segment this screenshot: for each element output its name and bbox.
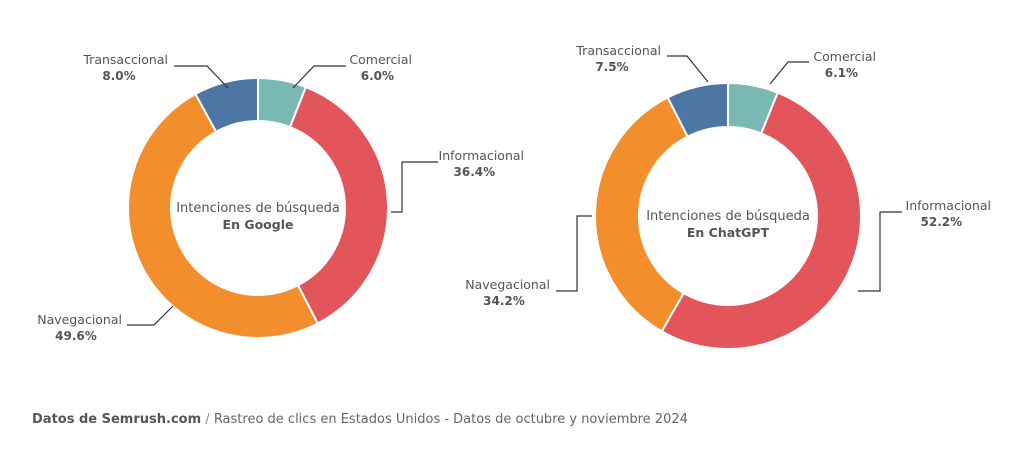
slice-value-transaccional: 7.5%: [595, 60, 628, 74]
slice-value-navegacional: 34.2%: [483, 294, 525, 308]
slice-value-comercial: 6.1%: [825, 66, 858, 80]
slice-label-comercial: Comercial: [813, 49, 876, 64]
slice-label-transaccional: Transaccional: [82, 52, 168, 67]
slice-informacional: [660, 91, 862, 350]
leader-line-informacional: [391, 161, 438, 213]
footer: Datos de Semrush.com / Rastreo de clics …: [32, 412, 688, 427]
footer-note: Rastreo de clics en Estados Unidos - Dat…: [213, 412, 688, 427]
center-label: Intenciones de búsqueda: [646, 209, 810, 224]
slice-label-comercial: Comercial: [349, 52, 412, 67]
slice-label-informacional: Informacional: [439, 148, 524, 163]
slice-label-navegacional: Navegacional: [465, 277, 550, 292]
center-sublabel: En ChatGPT: [687, 225, 770, 240]
leader-line-informacional: [858, 211, 902, 292]
slice-value-comercial: 6.0%: [361, 69, 394, 83]
center-label: Intenciones de búsqueda: [176, 201, 340, 216]
leader-line-navegacional: [127, 305, 174, 326]
donut-chart-google: Transaccional 8.0% Comercial 6.0% Informacio…: [37, 52, 524, 343]
slice-navegacional: [594, 96, 689, 333]
donut-chart-chatgpt: Transaccional 7.5% Comercial 6.1% Informacio…: [465, 43, 991, 350]
leader-line-transaccional: [667, 55, 709, 83]
slice-label-informacional: Informacional: [906, 198, 991, 213]
slice-label-navegacional: Navegacional: [37, 312, 122, 327]
footer-source: Datos de Semrush.com: [32, 412, 202, 427]
slice-value-navegacional: 49.6%: [55, 329, 97, 343]
leader-line-navegacional: [556, 215, 592, 292]
slice-label-transaccional: Transaccional: [575, 43, 661, 58]
slice-value-informacional: 52.2%: [921, 215, 963, 229]
footer-separator: /: [205, 412, 210, 427]
leader-line-transaccional: [174, 65, 229, 89]
center-sublabel: En Google: [223, 217, 294, 232]
leader-line-comercial: [769, 61, 809, 85]
slice-navegacional: [127, 92, 320, 339]
leader-line-comercial: [292, 65, 346, 89]
slice-value-informacional: 36.4%: [454, 165, 496, 179]
slice-value-transaccional: 8.0%: [102, 69, 135, 83]
slice-informacional: [288, 85, 389, 325]
